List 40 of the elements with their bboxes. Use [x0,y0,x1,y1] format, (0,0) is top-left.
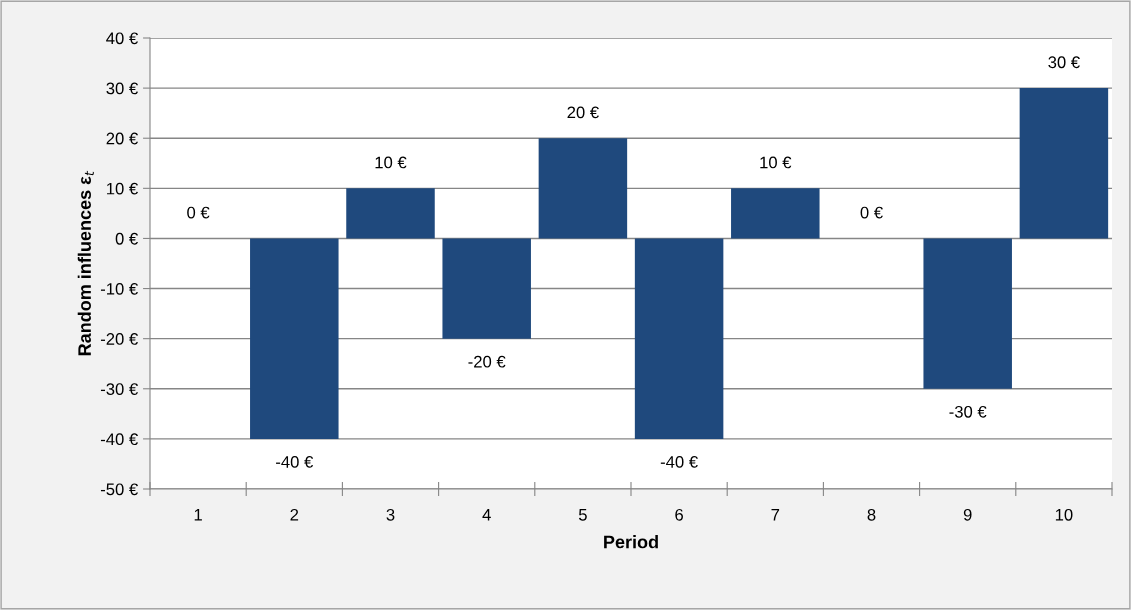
x-tick-label: 9 [963,508,972,521]
x-tick-label: 4 [482,509,491,521]
y-tick-label: -10 € [100,282,138,295]
data-label: 10 € [760,156,792,169]
y-tick-label: -40 € [100,433,138,446]
bar [442,238,531,339]
x-tick-label: 5 [578,509,587,521]
data-label: -30 € [949,405,987,418]
y-tick-label: -20 € [100,333,138,345]
bar [538,138,628,239]
y-tick-label: 10 € [107,182,138,195]
y-tick-label: 0 € [115,232,138,245]
bar [731,188,820,239]
x-tick-label: 7 [771,509,780,521]
y-tick-label: 40 € [106,32,138,45]
data-label: 10 € [375,156,407,169]
data-label: 0 € [187,206,210,219]
x-axis-title: Period [604,535,658,549]
data-label: -40 € [276,456,314,468]
data-label: 20 € [567,106,599,119]
bar [250,238,339,439]
y-tick-label: 20 € [106,132,138,145]
x-tick-label: 2 [290,508,299,521]
data-label: -40 € [660,456,698,468]
data-label: -20 € [468,355,506,368]
y-tick-label: -50 € [100,483,138,496]
data-label: 0 € [860,206,883,219]
bar [923,238,1012,389]
bar [346,188,435,239]
x-tick-label: 1 [194,509,202,521]
x-tick-label: 10 [1055,508,1073,521]
x-tick-label: 3 [386,508,395,521]
y-tick-label: -30 € [100,383,138,395]
data-label: 30 € [1048,56,1080,69]
x-tick-label: 8 [867,508,876,521]
bar [1019,88,1109,239]
y-tick-label: 30 € [106,82,138,95]
y-axis-title: Random influences ε$_{t}$ [77,170,94,356]
bar [634,238,724,439]
x-tick-label: 6 [675,508,683,521]
